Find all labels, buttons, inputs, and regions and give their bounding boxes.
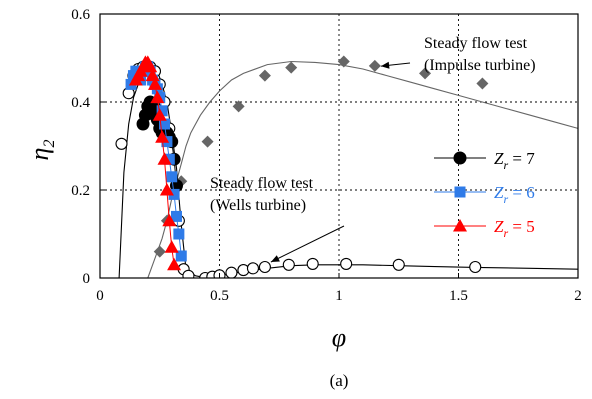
- wells-marker: [340, 257, 353, 270]
- x-tick-label: 2: [574, 288, 582, 304]
- x-axis-label: φ: [332, 323, 346, 352]
- wells-marker: [115, 137, 128, 150]
- annotation-arrowhead: [270, 255, 280, 262]
- series-2-point: [164, 240, 179, 253]
- wells-marker: [306, 257, 319, 270]
- impulse-marker: [201, 135, 214, 148]
- series-2-point: [147, 77, 162, 90]
- grid: [100, 14, 578, 278]
- annotation-line2: (Impulse turbine): [424, 57, 536, 74]
- annotation-arrowhead: [380, 61, 390, 69]
- x-tick-label: 1.5: [449, 288, 468, 304]
- annotation-arrow: [270, 225, 345, 263]
- series-2-point: [152, 108, 167, 121]
- y-tick-label: 0.4: [71, 95, 90, 111]
- ticks: 0 0.5 1 1.5 2 0 0.2 0.4 0.6: [71, 7, 582, 304]
- legend-label: Zr = 5: [494, 217, 535, 240]
- y-tick-label: 0.2: [71, 183, 90, 199]
- impulse-marker: [153, 245, 166, 258]
- impulse-curve: [147, 60, 578, 278]
- series-1-point: [163, 153, 175, 165]
- wells-curve: [118, 61, 578, 278]
- series-2-point: [157, 152, 172, 165]
- impulse-marker: [232, 100, 245, 113]
- series-1-point: [173, 228, 185, 240]
- legend-label: Zr = 7: [494, 149, 535, 172]
- legend-marker: [453, 151, 467, 165]
- series-2-point: [159, 183, 174, 196]
- x-tick-label: 0: [96, 288, 104, 304]
- series-1-point: [159, 118, 171, 130]
- series-1-point: [168, 188, 180, 200]
- series-1-point: [175, 250, 187, 262]
- wells-marker: [246, 262, 260, 275]
- legend-label: Zr = 6: [494, 183, 535, 206]
- y-tick-label: 0: [83, 271, 91, 287]
- series-1-point: [156, 105, 168, 117]
- wells-marker: [282, 258, 295, 271]
- y-axis-label: η2: [25, 140, 58, 161]
- x-tick-label: 1: [335, 288, 343, 304]
- annotation-line1: Steady flow test: [210, 175, 314, 192]
- annotations: Steady flow test (Impulse turbine) Steady …: [210, 35, 536, 263]
- y-axis-label-main: η: [25, 148, 54, 161]
- impulse-marker: [337, 55, 350, 68]
- annotation-line1: Steady flow test: [424, 35, 528, 52]
- legend-marker: [453, 219, 467, 232]
- impulse-marker: [258, 69, 271, 82]
- series-2-point: [150, 90, 165, 104]
- annotation-line2: (Wells turbine): [210, 197, 306, 214]
- impulse-marker: [476, 77, 489, 90]
- series-layer: [125, 55, 187, 271]
- wells-marker: [258, 260, 271, 274]
- series-2-point: [145, 68, 160, 82]
- series-1-point: [170, 210, 182, 222]
- impulse-marker: [285, 61, 298, 74]
- series-2-point: [162, 213, 177, 227]
- y-axis-label-sub: 2: [41, 140, 58, 148]
- series-2-point: [143, 59, 158, 73]
- legend: Zr = 7 Zr = 6 Zr = 5: [434, 149, 535, 240]
- impulse-marker: [419, 67, 432, 80]
- x-tick-label: 0.5: [210, 288, 229, 304]
- impulse-marker: [368, 59, 381, 72]
- legend-marker: [454, 186, 466, 198]
- series-2-point: [155, 130, 170, 143]
- series-1-point: [166, 171, 178, 183]
- wells-marker: [392, 258, 405, 271]
- curves-layer: [115, 55, 578, 278]
- wells-marker: [225, 266, 238, 278]
- series-2-point: [167, 257, 182, 271]
- wells-marker: [182, 269, 195, 278]
- y-tick-label: 0.6: [71, 7, 90, 23]
- figure-caption: (a): [330, 371, 349, 390]
- wells-marker: [469, 260, 482, 274]
